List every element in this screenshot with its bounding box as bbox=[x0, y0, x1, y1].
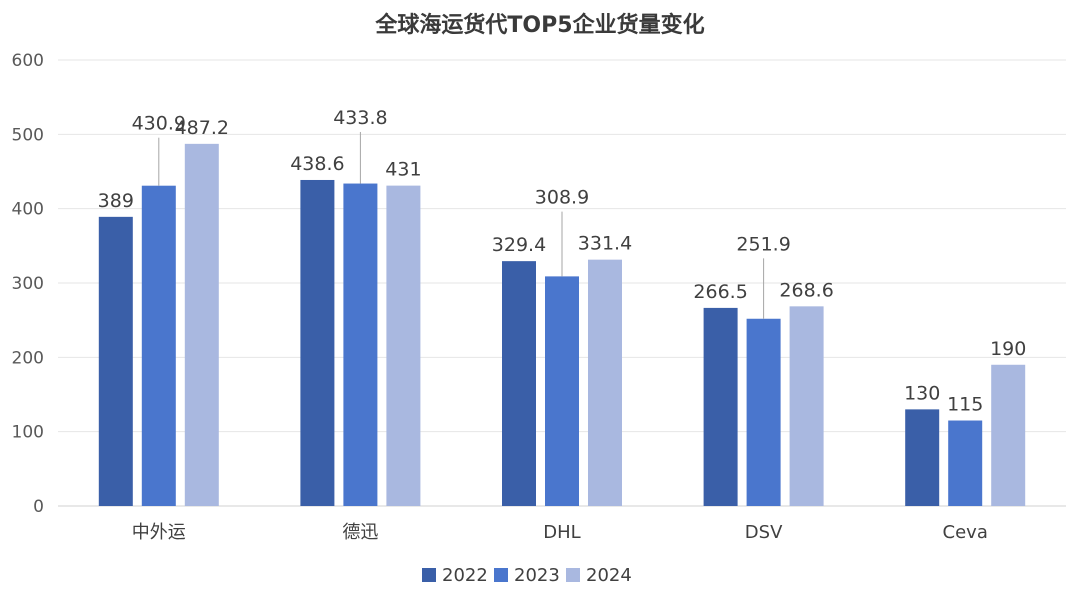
bar-2023-2 bbox=[545, 276, 579, 506]
y-tick-label: 300 bbox=[12, 274, 44, 294]
legend-label: 2022 bbox=[442, 565, 488, 586]
legend-label: 2024 bbox=[586, 565, 632, 586]
data-label: 329.4 bbox=[492, 234, 546, 256]
data-label: 308.9 bbox=[535, 187, 589, 209]
bar-2024-3 bbox=[789, 306, 824, 506]
y-tick-label: 600 bbox=[12, 51, 44, 71]
bar-2022-1 bbox=[300, 179, 335, 506]
chart-title: 全球海运货代TOP5企业货量变化 bbox=[374, 12, 704, 38]
legend-label: 2023 bbox=[514, 565, 560, 586]
data-label: 431 bbox=[385, 159, 421, 181]
data-label: 438.6 bbox=[290, 153, 344, 175]
category-label: DHL bbox=[543, 522, 580, 543]
bar-2023-4 bbox=[948, 420, 983, 506]
bar-2024-1 bbox=[386, 185, 421, 506]
data-label: 190 bbox=[990, 338, 1026, 360]
data-label: 389 bbox=[98, 190, 134, 212]
legend-swatch bbox=[422, 568, 436, 582]
bar-2023-3 bbox=[746, 318, 781, 506]
y-tick-label: 400 bbox=[12, 200, 44, 220]
data-label: 331.4 bbox=[578, 233, 632, 255]
bars bbox=[98, 143, 1026, 507]
y-tick-label: 200 bbox=[12, 348, 44, 368]
bar-2023-1 bbox=[343, 183, 378, 507]
data-label: 487.2 bbox=[175, 117, 229, 139]
bar-2024-0 bbox=[184, 143, 219, 506]
bar-2022-2 bbox=[502, 261, 536, 506]
legend: 2022 2023 2024 bbox=[422, 565, 632, 586]
category-label: DSV bbox=[745, 522, 783, 543]
legend-swatch bbox=[494, 568, 508, 582]
data-label: 130 bbox=[904, 382, 940, 404]
bar-2024-2 bbox=[588, 259, 622, 506]
category-label: 德迅 bbox=[342, 522, 378, 543]
category-label: 中外运 bbox=[132, 522, 186, 543]
data-label: 433.8 bbox=[333, 107, 387, 129]
data-label: 268.6 bbox=[779, 279, 833, 301]
bar-2022-4 bbox=[905, 409, 940, 506]
y-tick-label: 100 bbox=[12, 423, 44, 443]
bar-2023-0 bbox=[141, 185, 176, 506]
data-label: 115 bbox=[947, 394, 983, 416]
x-axis-categories: 中外运 德迅 DHL DSV Ceva bbox=[132, 522, 988, 543]
y-tick-label: 500 bbox=[12, 125, 44, 145]
y-axis-ticks: 0 100 200 300 400 500 600 bbox=[12, 51, 44, 517]
category-label: Ceva bbox=[943, 522, 988, 543]
data-label: 266.5 bbox=[693, 281, 747, 303]
data-label: 251.9 bbox=[736, 233, 790, 255]
y-tick-label: 0 bbox=[33, 497, 44, 517]
bar-2022-3 bbox=[703, 307, 738, 506]
legend-swatch bbox=[566, 568, 580, 582]
bar-2022-0 bbox=[98, 216, 133, 507]
bar-2024-4 bbox=[991, 364, 1026, 506]
data-label: 430.9 bbox=[132, 113, 186, 135]
